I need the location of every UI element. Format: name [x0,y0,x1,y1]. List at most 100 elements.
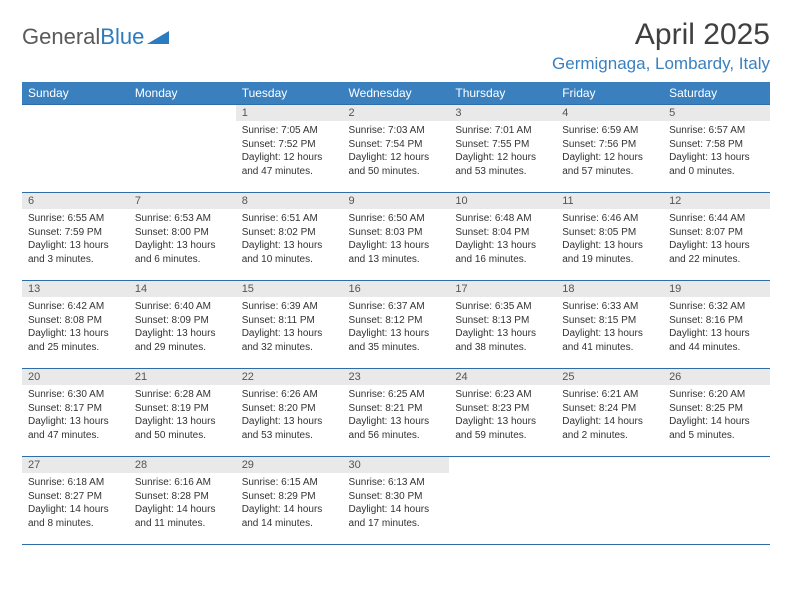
daylight-text: Daylight: 13 hours and 59 minutes. [455,415,550,442]
day-content: Sunrise: 6:57 AMSunset: 7:58 PMDaylight:… [663,121,770,181]
day-content: Sunrise: 6:33 AMSunset: 8:15 PMDaylight:… [556,297,663,357]
day-content: Sunrise: 6:44 AMSunset: 8:07 PMDaylight:… [663,209,770,269]
daylight-text: Daylight: 14 hours and 5 minutes. [669,415,764,442]
day-number: 27 [22,457,129,473]
daylight-text: Daylight: 13 hours and 19 minutes. [562,239,657,266]
day-number: 5 [663,105,770,121]
sunset-text: Sunset: 8:20 PM [242,402,337,416]
day-number: 26 [663,369,770,385]
daylight-text: Daylight: 13 hours and 22 minutes. [669,239,764,266]
daylight-text: Daylight: 13 hours and 29 minutes. [135,327,230,354]
calendar-week-row: 27Sunrise: 6:18 AMSunset: 8:27 PMDayligh… [22,457,770,545]
sunset-text: Sunset: 8:00 PM [135,226,230,240]
sunrise-text: Sunrise: 6:40 AM [135,300,230,314]
calendar-day-cell [449,457,556,545]
month-title: April 2025 [552,18,770,52]
calendar-day-cell: 12Sunrise: 6:44 AMSunset: 8:07 PMDayligh… [663,193,770,281]
weekday-header: Thursday [449,82,556,105]
sunset-text: Sunset: 7:56 PM [562,138,657,152]
weekday-header: Friday [556,82,663,105]
day-number: 23 [343,369,450,385]
sunset-text: Sunset: 8:23 PM [455,402,550,416]
day-content: Sunrise: 6:15 AMSunset: 8:29 PMDaylight:… [236,473,343,533]
day-content: Sunrise: 7:01 AMSunset: 7:55 PMDaylight:… [449,121,556,181]
day-content: Sunrise: 6:26 AMSunset: 8:20 PMDaylight:… [236,385,343,445]
calendar-day-cell: 17Sunrise: 6:35 AMSunset: 8:13 PMDayligh… [449,281,556,369]
calendar-day-cell: 21Sunrise: 6:28 AMSunset: 8:19 PMDayligh… [129,369,236,457]
daylight-text: Daylight: 13 hours and 50 minutes. [135,415,230,442]
calendar-day-cell: 26Sunrise: 6:20 AMSunset: 8:25 PMDayligh… [663,369,770,457]
calendar-day-cell [663,457,770,545]
day-content: Sunrise: 6:53 AMSunset: 8:00 PMDaylight:… [129,209,236,269]
sunrise-text: Sunrise: 6:53 AM [135,212,230,226]
sunset-text: Sunset: 8:21 PM [349,402,444,416]
logo-triangle-icon [147,24,169,50]
calendar-day-cell: 2Sunrise: 7:03 AMSunset: 7:54 PMDaylight… [343,105,450,193]
day-number: 30 [343,457,450,473]
sunset-text: Sunset: 8:16 PM [669,314,764,328]
day-content: Sunrise: 6:13 AMSunset: 8:30 PMDaylight:… [343,473,450,533]
calendar-day-cell [22,105,129,193]
calendar-day-cell [556,457,663,545]
sunrise-text: Sunrise: 6:30 AM [28,388,123,402]
sunset-text: Sunset: 8:15 PM [562,314,657,328]
calendar-week-row: 20Sunrise: 6:30 AMSunset: 8:17 PMDayligh… [22,369,770,457]
day-content: Sunrise: 6:37 AMSunset: 8:12 PMDaylight:… [343,297,450,357]
day-number: 19 [663,281,770,297]
sunrise-text: Sunrise: 6:39 AM [242,300,337,314]
day-content: Sunrise: 6:21 AMSunset: 8:24 PMDaylight:… [556,385,663,445]
calendar-day-cell: 14Sunrise: 6:40 AMSunset: 8:09 PMDayligh… [129,281,236,369]
daylight-text: Daylight: 12 hours and 57 minutes. [562,151,657,178]
day-number: 21 [129,369,236,385]
day-number: 22 [236,369,343,385]
calendar-week-row: 13Sunrise: 6:42 AMSunset: 8:08 PMDayligh… [22,281,770,369]
day-number: 29 [236,457,343,473]
sunset-text: Sunset: 7:52 PM [242,138,337,152]
daylight-text: Daylight: 13 hours and 16 minutes. [455,239,550,266]
calendar-day-cell: 13Sunrise: 6:42 AMSunset: 8:08 PMDayligh… [22,281,129,369]
day-content: Sunrise: 6:20 AMSunset: 8:25 PMDaylight:… [663,385,770,445]
sunset-text: Sunset: 8:02 PM [242,226,337,240]
daylight-text: Daylight: 13 hours and 53 minutes. [242,415,337,442]
calendar-day-cell: 11Sunrise: 6:46 AMSunset: 8:05 PMDayligh… [556,193,663,281]
day-content: Sunrise: 7:05 AMSunset: 7:52 PMDaylight:… [236,121,343,181]
calendar-day-cell: 15Sunrise: 6:39 AMSunset: 8:11 PMDayligh… [236,281,343,369]
sunset-text: Sunset: 8:03 PM [349,226,444,240]
sunrise-text: Sunrise: 6:33 AM [562,300,657,314]
calendar-day-cell: 8Sunrise: 6:51 AMSunset: 8:02 PMDaylight… [236,193,343,281]
day-content: Sunrise: 6:32 AMSunset: 8:16 PMDaylight:… [663,297,770,357]
day-number: 17 [449,281,556,297]
calendar-day-cell: 18Sunrise: 6:33 AMSunset: 8:15 PMDayligh… [556,281,663,369]
day-content: Sunrise: 6:50 AMSunset: 8:03 PMDaylight:… [343,209,450,269]
sunrise-text: Sunrise: 6:28 AM [135,388,230,402]
day-number: 25 [556,369,663,385]
sunset-text: Sunset: 7:58 PM [669,138,764,152]
day-number: 12 [663,193,770,209]
header: GeneralBlue April 2025 Germignaga, Lomba… [22,18,770,74]
calendar-day-cell: 28Sunrise: 6:16 AMSunset: 8:28 PMDayligh… [129,457,236,545]
sunset-text: Sunset: 7:55 PM [455,138,550,152]
day-number: 8 [236,193,343,209]
daylight-text: Daylight: 13 hours and 0 minutes. [669,151,764,178]
day-content: Sunrise: 6:28 AMSunset: 8:19 PMDaylight:… [129,385,236,445]
day-number: 20 [22,369,129,385]
weekday-header: Monday [129,82,236,105]
calendar-day-cell: 25Sunrise: 6:21 AMSunset: 8:24 PMDayligh… [556,369,663,457]
calendar-day-cell: 4Sunrise: 6:59 AMSunset: 7:56 PMDaylight… [556,105,663,193]
sunrise-text: Sunrise: 7:03 AM [349,124,444,138]
calendar-day-cell: 23Sunrise: 6:25 AMSunset: 8:21 PMDayligh… [343,369,450,457]
day-number: 14 [129,281,236,297]
day-content: Sunrise: 6:48 AMSunset: 8:04 PMDaylight:… [449,209,556,269]
day-number: 10 [449,193,556,209]
calendar-day-cell: 1Sunrise: 7:05 AMSunset: 7:52 PMDaylight… [236,105,343,193]
calendar-week-row: 6Sunrise: 6:55 AMSunset: 7:59 PMDaylight… [22,193,770,281]
weekday-header: Wednesday [343,82,450,105]
daylight-text: Daylight: 12 hours and 50 minutes. [349,151,444,178]
sunset-text: Sunset: 8:28 PM [135,490,230,504]
day-number: 6 [22,193,129,209]
sunrise-text: Sunrise: 6:16 AM [135,476,230,490]
calendar-day-cell: 6Sunrise: 6:55 AMSunset: 7:59 PMDaylight… [22,193,129,281]
sunrise-text: Sunrise: 6:44 AM [669,212,764,226]
sunset-text: Sunset: 7:54 PM [349,138,444,152]
daylight-text: Daylight: 13 hours and 10 minutes. [242,239,337,266]
